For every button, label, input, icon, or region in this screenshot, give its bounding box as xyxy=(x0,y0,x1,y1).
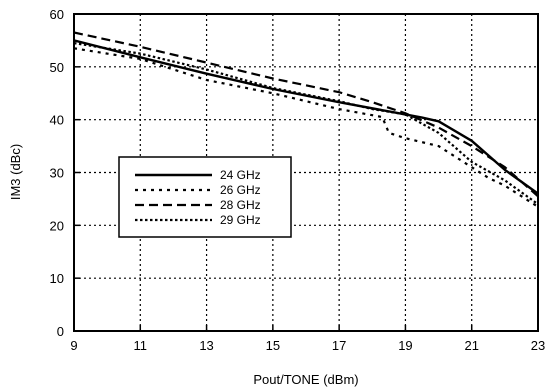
y-tick-label: 20 xyxy=(50,218,64,233)
legend-label-29-ghz: 29 GHz xyxy=(220,213,261,227)
legend-label-26-ghz: 26 GHz xyxy=(220,183,261,197)
series-line-28-ghz xyxy=(74,31,538,198)
x-tick-label: 13 xyxy=(199,338,213,353)
x-tick-label: 9 xyxy=(70,338,77,353)
x-tick-label: 23 xyxy=(531,338,545,353)
x-tick-label: 21 xyxy=(464,338,478,353)
series-line-29-ghz xyxy=(74,42,538,206)
legend-box xyxy=(118,156,292,238)
legend-label-28-ghz: 28 GHz xyxy=(220,198,261,212)
y-tick-label: 10 xyxy=(50,271,64,286)
series-layer xyxy=(74,31,538,208)
x-tick-label: 15 xyxy=(266,338,280,353)
grid xyxy=(74,14,538,331)
ticks: 9 11 13 15 17 19 21 23 0 10 20 30 40 50 60 xyxy=(50,7,546,353)
y-tick-label: 30 xyxy=(50,166,64,181)
y-tick-label: 0 xyxy=(57,324,64,339)
y-tick-label: 50 xyxy=(50,60,64,75)
legend-label-24-ghz: 24 GHz xyxy=(220,168,261,182)
y-axis-label: IM3 (dBc) xyxy=(8,144,23,200)
x-tick-label: 11 xyxy=(134,338,148,353)
x-tick-label: 19 xyxy=(398,338,412,353)
y-tick-label: 40 xyxy=(50,113,64,128)
series-line-26-ghz xyxy=(74,47,538,208)
y-tick-label: 60 xyxy=(50,7,64,22)
x-axis-label: Pout/TONE (dBm) xyxy=(253,372,358,387)
x-tick-label: 17 xyxy=(332,338,346,353)
